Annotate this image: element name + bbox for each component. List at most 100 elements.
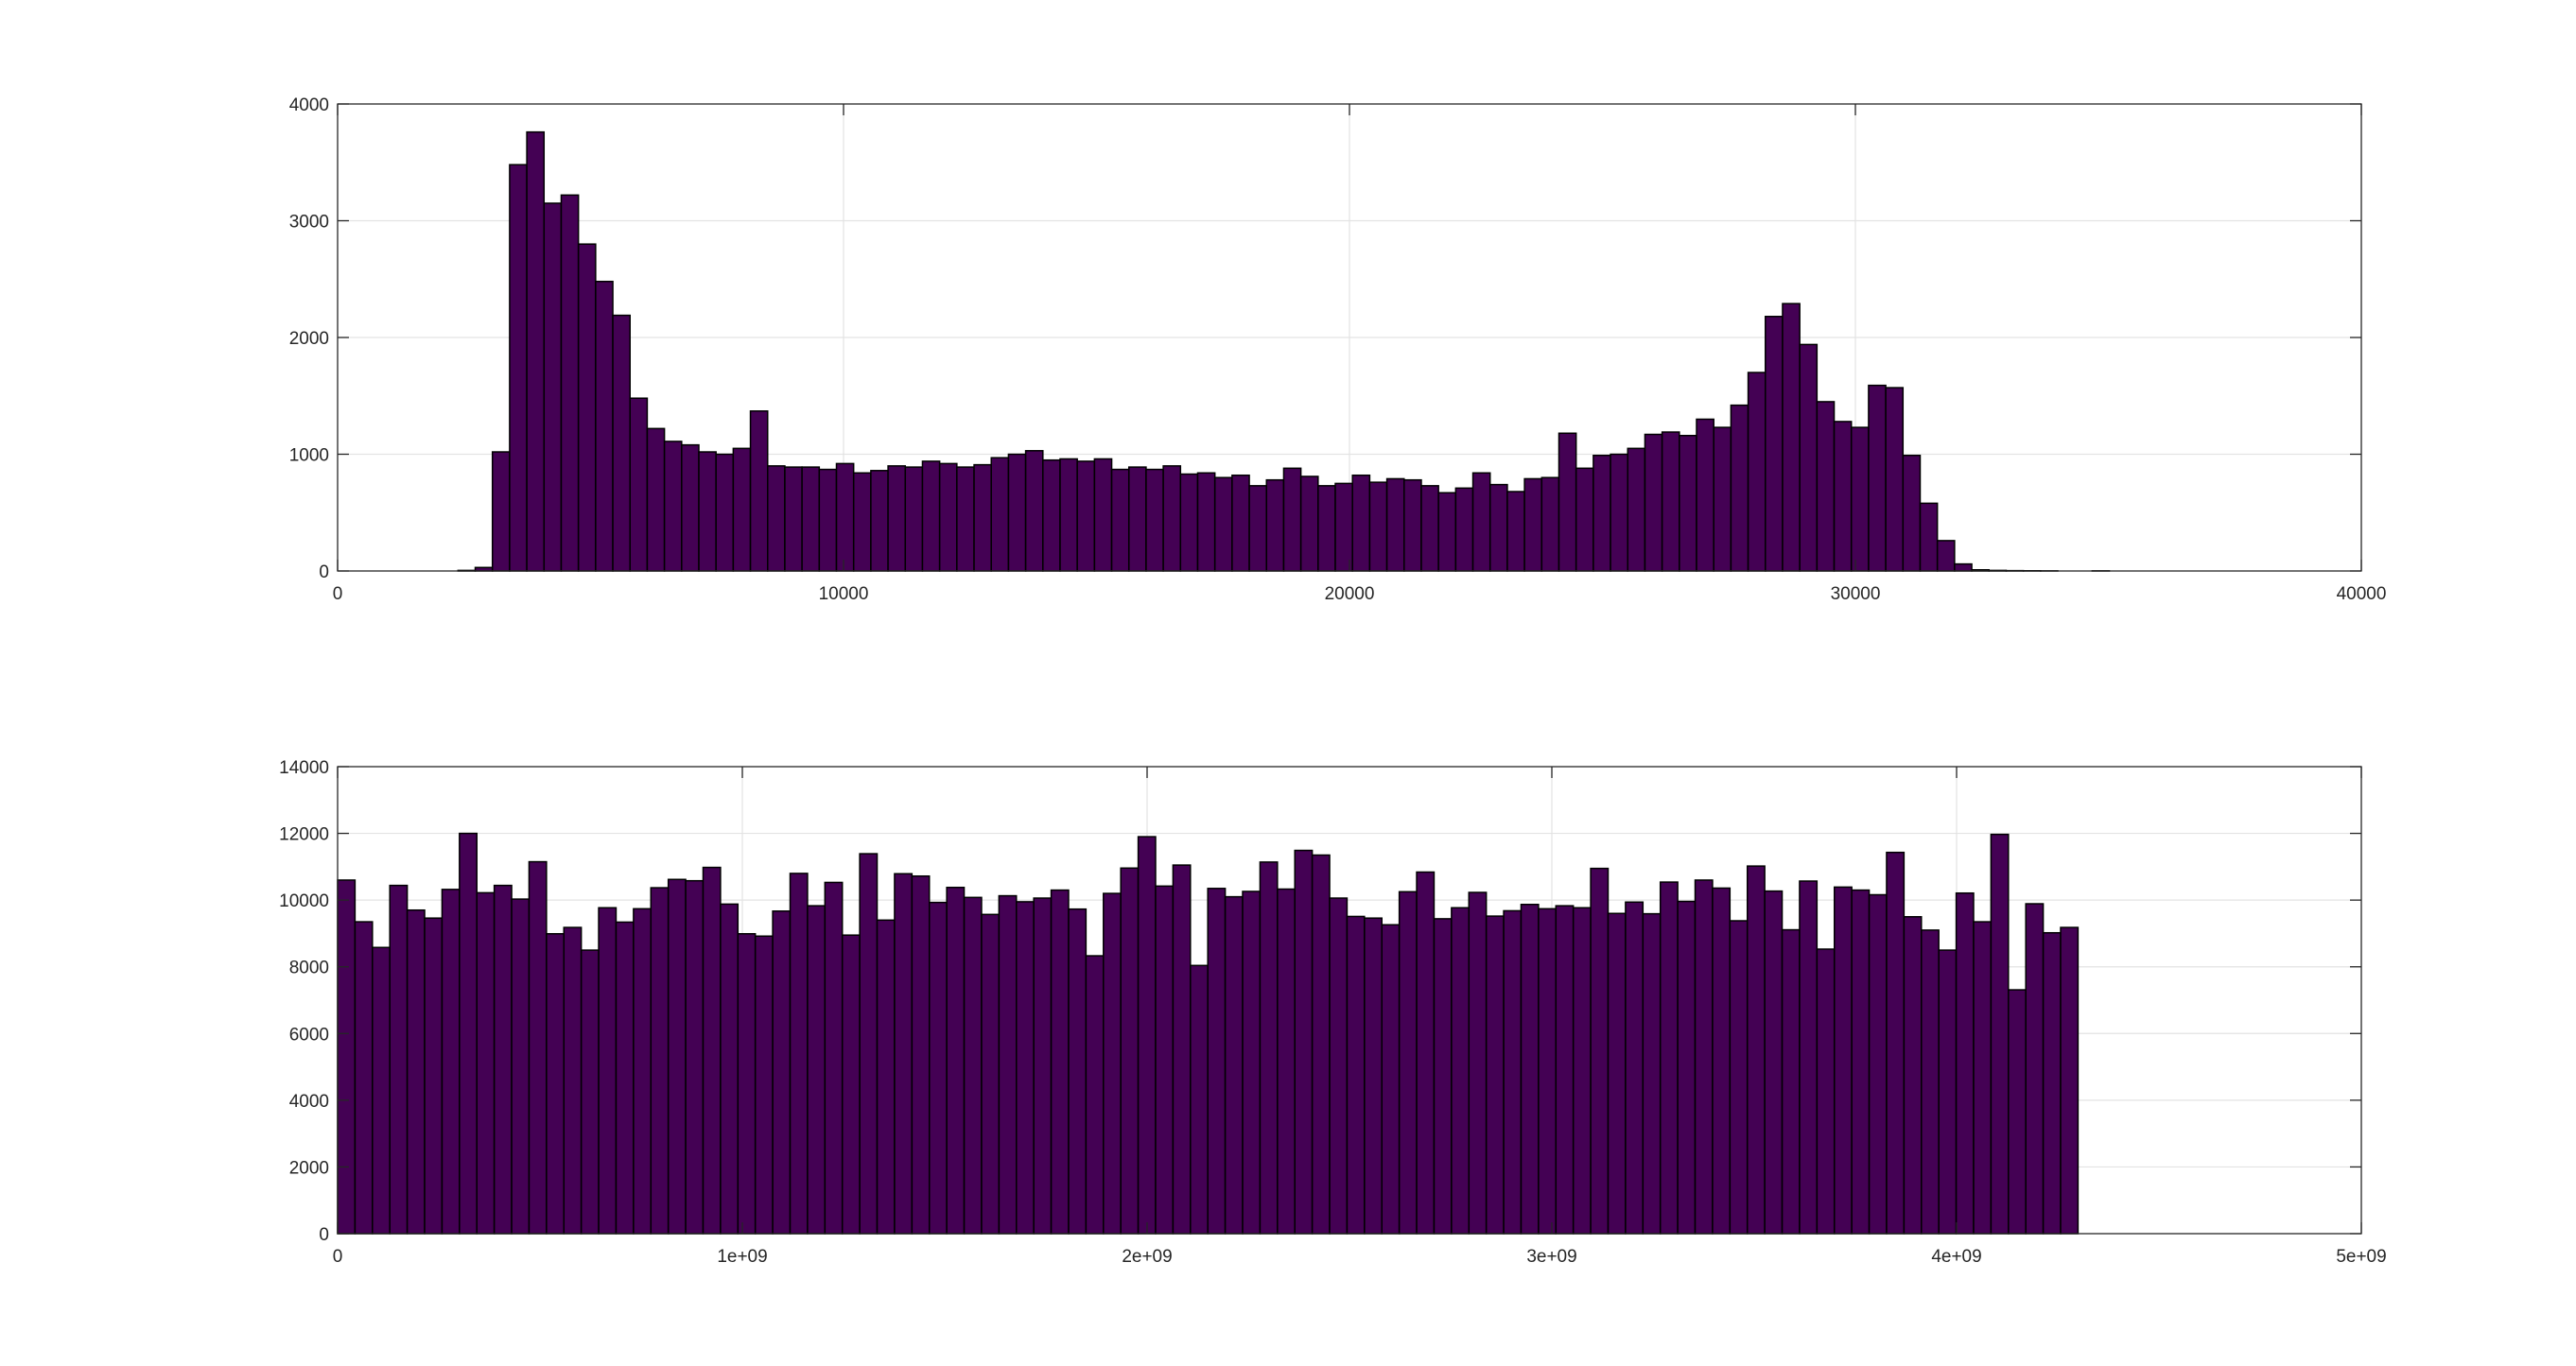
x-tick-label: 0: [333, 1247, 343, 1267]
histogram-bar: [595, 280, 614, 572]
histogram-bar: [1242, 890, 1262, 1235]
histogram-bar: [1007, 453, 1027, 572]
histogram-bar: [1277, 888, 1296, 1235]
y-tick-label: 2000: [289, 329, 329, 349]
histogram-bar: [1610, 453, 1629, 572]
histogram-bar: [1627, 447, 1646, 572]
histogram-bar: [650, 887, 670, 1235]
histogram-bar: [956, 466, 975, 572]
y-tick-label: 4000: [289, 95, 329, 115]
histogram-bar: [1694, 879, 1714, 1235]
histogram-bar: [354, 921, 374, 1235]
histogram-bar: [1385, 477, 1405, 572]
histogram-bar: [1076, 460, 1096, 572]
histogram-bar: [1346, 915, 1366, 1235]
y-tick-label: 8000: [289, 959, 329, 978]
histogram-bar: [1538, 908, 1558, 1235]
histogram-bar: [1033, 897, 1053, 1235]
x-tick-label: 30000: [1831, 584, 1881, 604]
histogram-bar: [1085, 955, 1105, 1235]
histogram-bar: [789, 873, 809, 1235]
axes-box: [337, 766, 2362, 1235]
histogram-bar: [1593, 454, 1611, 572]
histogram-bar: [715, 453, 735, 572]
histogram-bar: [698, 451, 717, 572]
histogram-bar: [946, 886, 966, 1235]
histogram-bar: [990, 457, 1010, 572]
histogram-bar: [1299, 476, 1319, 572]
histogram-bar: [1196, 472, 1216, 572]
histogram-bar: [1068, 908, 1088, 1235]
histogram-bar: [784, 466, 803, 572]
histogram-bar: [1850, 426, 1870, 572]
histogram-bar: [1282, 467, 1302, 572]
histogram-bar: [1747, 372, 1767, 572]
histogram-bar: [2008, 989, 2027, 1235]
y-tick-label: 0: [319, 562, 329, 582]
histogram-bar: [459, 832, 478, 1235]
histogram-bar: [1016, 901, 1035, 1235]
histogram-bar: [1265, 478, 1285, 572]
histogram-bar: [772, 910, 792, 1235]
histogram-bar: [720, 903, 740, 1235]
histogram-bar: [580, 949, 600, 1235]
histogram-bar: [1155, 885, 1175, 1235]
histogram-bar: [511, 898, 531, 1235]
histogram-bar: [2060, 926, 2080, 1235]
histogram-bar: [389, 884, 409, 1235]
histogram-bar: [1833, 886, 1853, 1235]
histogram-bar: [615, 921, 635, 1235]
histogram-bar: [1024, 450, 1044, 572]
histogram-bar: [998, 894, 1018, 1235]
histogram-bar: [1625, 901, 1645, 1235]
y-tick-label: 3000: [289, 213, 329, 233]
histogram-bar: [1799, 880, 1819, 1235]
histogram-bar: [1351, 474, 1371, 572]
histogram-bar: [1042, 458, 1061, 572]
histogram-bar: [1294, 849, 1314, 1235]
histogram-bar: [2042, 931, 2062, 1235]
histogram-bar: [1746, 865, 1766, 1235]
histogram-bar: [441, 889, 461, 1235]
histogram-bar: [1259, 861, 1279, 1235]
histogram-bar: [754, 935, 774, 1235]
histogram-bar: [1659, 881, 1679, 1235]
histogram-bar: [824, 881, 844, 1235]
histogram-bar: [1712, 887, 1732, 1235]
histogram-bar: [973, 463, 992, 572]
histogram-bar: [528, 860, 548, 1235]
histogram-bar: [1954, 562, 1973, 572]
histogram-bar: [1642, 912, 1662, 1235]
histogram-bar: [1833, 421, 1853, 572]
histogram-bar: [921, 460, 941, 572]
histogram-bar: [1110, 468, 1130, 572]
histogram-bar: [732, 447, 752, 572]
histogram-bar: [685, 879, 705, 1235]
histogram-bar: [1816, 948, 1836, 1235]
histogram-bar: [1885, 387, 1905, 572]
y-tick-label: 12000: [279, 825, 329, 845]
histogram-bar: [1781, 928, 1801, 1235]
x-tick-label: 2e+09: [1122, 1247, 1172, 1267]
histogram-bar: [1677, 900, 1697, 1235]
histogram-bar: [1145, 468, 1164, 572]
histogram-bar: [1955, 891, 1975, 1235]
histogram-bar: [1696, 418, 1714, 572]
histogram-bar: [876, 919, 896, 1235]
histogram-bar: [928, 901, 948, 1235]
histogram-bar: [852, 472, 872, 572]
histogram-bar: [1575, 467, 1594, 572]
histogram-bar: [476, 891, 496, 1235]
histogram-bar: [1523, 477, 1543, 572]
chart-bottom-histogram: 0 1e+09 2e+09 3e+09 4e+09 5e+09 0 2000 4000 6000 8…: [279, 758, 2387, 1267]
histogram-bar: [491, 451, 511, 572]
histogram-bar: [509, 164, 528, 572]
histogram-bar: [1179, 473, 1199, 572]
histogram-bar: [749, 410, 769, 572]
histogram-bar: [1919, 502, 1939, 572]
histogram-bar: [801, 466, 821, 572]
histogram-bar: [1868, 384, 1887, 572]
histogram-bar: [1921, 929, 1940, 1235]
histogram-bar: [1231, 474, 1250, 572]
